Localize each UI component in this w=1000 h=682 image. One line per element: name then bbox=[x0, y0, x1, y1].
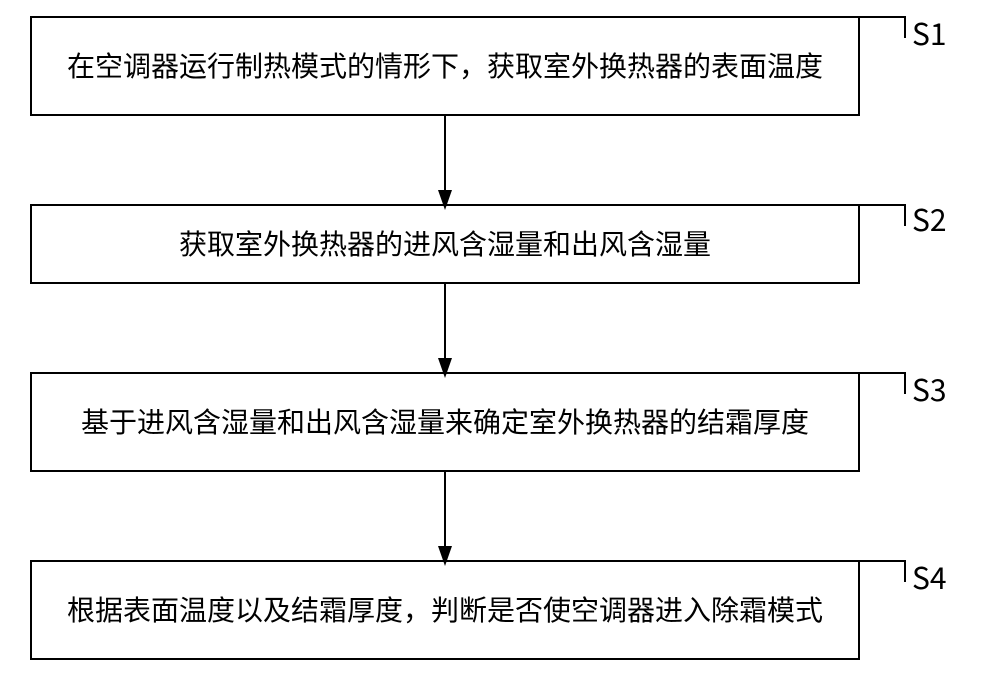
step-label-s4: S4 bbox=[912, 554, 947, 598]
flow-node-s4-text: 根据表面温度以及结霜厚度，判断是否使空调器进入除霜模式 bbox=[44, 591, 846, 629]
brace-s3 bbox=[860, 372, 906, 394]
step-label-s1: S1 bbox=[912, 10, 947, 54]
flow-node-s3: 基于进风含湿量和出风含湿量来确定室外换热器的结霜厚度 bbox=[30, 372, 860, 472]
step-label-s2: S2 bbox=[912, 196, 947, 240]
brace-s1 bbox=[860, 16, 906, 38]
flow-node-s2: 获取室外换热器的进风含湿量和出风含湿量 bbox=[30, 204, 860, 284]
flowchart-canvas: 在空调器运行制热模式的情形下，获取室外换热器的表面温度 S1 获取室外换热器的进… bbox=[0, 0, 1000, 682]
flow-node-s1-text: 在空调器运行制热模式的情形下，获取室外换热器的表面温度 bbox=[44, 47, 846, 85]
flow-node-s2-text: 获取室外换热器的进风含湿量和出风含湿量 bbox=[44, 225, 846, 263]
step-label-s3: S3 bbox=[912, 366, 947, 410]
flow-node-s1: 在空调器运行制热模式的情形下，获取室外换热器的表面温度 bbox=[30, 16, 860, 116]
flow-node-s4: 根据表面温度以及结霜厚度，判断是否使空调器进入除霜模式 bbox=[30, 560, 860, 660]
brace-s4 bbox=[860, 560, 906, 582]
brace-s2 bbox=[860, 204, 906, 226]
flow-node-s3-text: 基于进风含湿量和出风含湿量来确定室外换热器的结霜厚度 bbox=[44, 403, 846, 441]
